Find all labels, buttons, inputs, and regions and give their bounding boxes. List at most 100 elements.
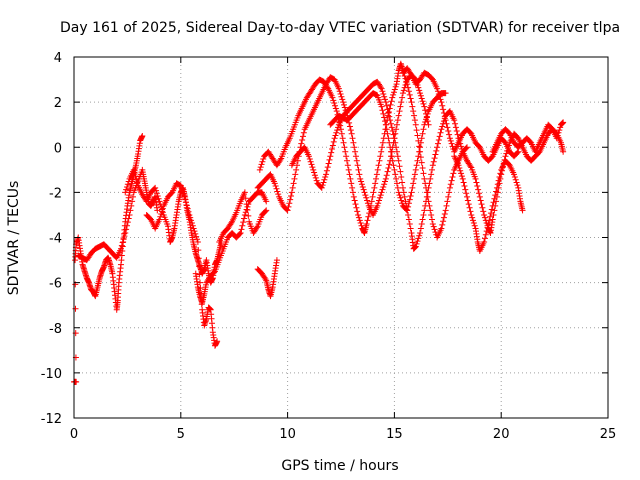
data-point: [243, 201, 250, 208]
data-point: [380, 110, 387, 117]
grid-lines: [74, 57, 608, 418]
data-point: [349, 189, 356, 196]
data-point: [501, 156, 508, 163]
data-point: [440, 109, 447, 116]
data-point: [353, 204, 360, 211]
data-point: [481, 214, 488, 221]
data-point: [353, 157, 360, 164]
data-point: [489, 216, 496, 223]
data-point: [443, 120, 450, 127]
data-point: [446, 131, 453, 138]
data-point: [300, 129, 307, 136]
data-point: [329, 142, 336, 149]
data-point: [352, 148, 359, 155]
data-point: [420, 211, 427, 218]
data-point: [446, 135, 453, 142]
data-point: [464, 197, 471, 204]
data-point: [386, 113, 393, 120]
data-point: [132, 173, 139, 180]
data-point: [419, 216, 426, 223]
data-point: [343, 153, 350, 160]
data-point: [382, 178, 389, 185]
data-point: [438, 225, 445, 232]
y-tick-label: -8: [49, 322, 62, 337]
data-point: [405, 203, 412, 210]
data-point: [180, 190, 187, 197]
data-point: [484, 222, 491, 229]
data-point: [482, 231, 489, 238]
data-point: [498, 171, 505, 178]
data-point: [284, 207, 291, 214]
data-point: [481, 239, 488, 246]
data-point: [461, 183, 468, 190]
data-point: [332, 102, 339, 109]
data-point: [409, 184, 416, 191]
data-point: [419, 130, 426, 137]
data-point: [442, 207, 449, 214]
data-point: [287, 196, 294, 203]
data-point: [343, 157, 350, 164]
data-points: [71, 60, 567, 385]
data-point: [294, 157, 301, 164]
data-point: [514, 149, 521, 156]
data-point: [377, 192, 384, 199]
data-point: [427, 175, 434, 182]
data-point: [157, 213, 164, 220]
data-point: [321, 176, 328, 183]
data-point: [399, 200, 406, 207]
data-point: [372, 180, 379, 187]
data-point: [471, 222, 478, 229]
data-point: [365, 213, 372, 220]
data-point: [417, 154, 424, 161]
data-point: [194, 239, 201, 246]
data-point: [434, 144, 441, 151]
data-point: [325, 160, 332, 167]
data-point: [383, 126, 390, 133]
data-point: [387, 148, 394, 155]
data-point: [239, 222, 246, 229]
data-point: [364, 197, 371, 204]
data-point: [434, 140, 441, 147]
data-point: [458, 146, 465, 153]
data-point: [323, 171, 330, 178]
data-point: [187, 214, 194, 221]
data-point: [487, 213, 494, 220]
data-point: [336, 88, 343, 95]
data-point: [458, 173, 465, 180]
data-point: [195, 255, 202, 262]
data-point: [179, 188, 186, 195]
data-point: [397, 194, 404, 201]
data-point: [349, 135, 356, 142]
data-point: [347, 175, 354, 182]
data-point: [390, 91, 397, 98]
data-point: [412, 166, 419, 173]
data-point: [124, 181, 131, 188]
data-point: [123, 226, 130, 233]
y-tick-label: 4: [54, 51, 62, 66]
data-point: [460, 179, 467, 186]
axis-ticks: [73, 56, 609, 419]
data-point: [312, 174, 319, 181]
data-point: [177, 182, 184, 189]
data-point: [452, 124, 459, 131]
data-point: [305, 153, 312, 160]
data-point: [373, 175, 380, 182]
data-point: [481, 211, 488, 218]
series-s13: [451, 153, 526, 255]
data-point: [188, 217, 195, 224]
data-point: [350, 139, 357, 146]
data-point: [196, 263, 203, 270]
data-point: [499, 167, 506, 174]
data-point: [332, 105, 339, 112]
data-point: [402, 198, 409, 205]
data-point: [429, 162, 436, 169]
data-point: [422, 118, 429, 125]
data-point: [410, 108, 417, 115]
data-point: [431, 155, 438, 162]
data-point: [470, 217, 477, 224]
data-point: [352, 201, 359, 208]
data-point: [481, 235, 488, 242]
data-point: [400, 87, 407, 94]
data-point: [118, 242, 125, 249]
data-point: [442, 117, 449, 124]
